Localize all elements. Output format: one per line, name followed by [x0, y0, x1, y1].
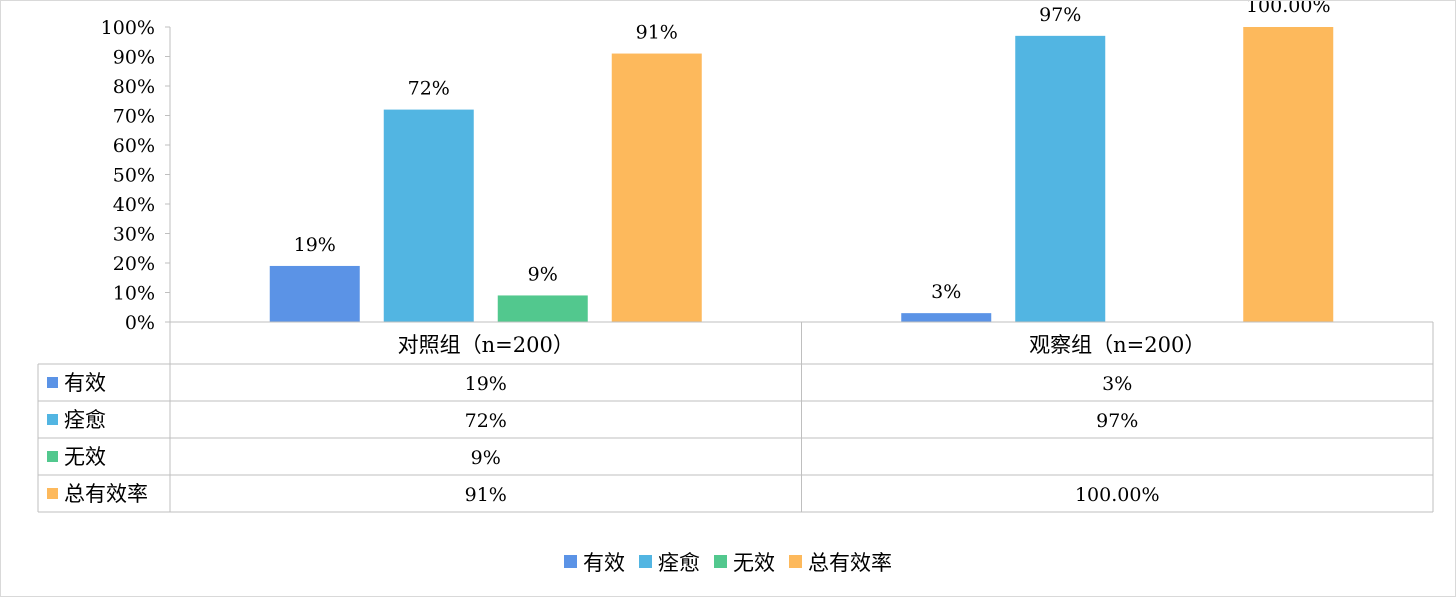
data-label: 100.00%: [1246, 1, 1331, 17]
table-row-label: 总有效率: [64, 482, 148, 506]
table-cell: 91%: [465, 484, 507, 506]
bar: [1015, 35, 1106, 322]
table-legend-key: [47, 488, 58, 499]
table-legend-key: [47, 377, 58, 388]
data-label: 72%: [408, 78, 450, 100]
legend-key: [789, 555, 802, 568]
data-labels: 19% 72% 9% 91% 3% 97% 100.00%: [294, 0, 1331, 303]
data-label: 3%: [931, 281, 961, 303]
legend-label: 有效: [583, 551, 625, 575]
table-legend-key: [47, 451, 58, 462]
legend-key: [639, 555, 652, 568]
y-tick-label: 60%: [113, 135, 155, 157]
table-cell: 9%: [471, 447, 501, 469]
y-axis: 0% 10% 20% 30% 40% 50% 60% 70% 80% 90% 100%: [101, 17, 171, 334]
table-row-label: 无效: [64, 445, 106, 469]
y-tick-label: 20%: [113, 253, 155, 275]
y-tick-label: 100%: [101, 17, 155, 39]
y-tick-label: 30%: [113, 224, 155, 246]
bar: [901, 313, 992, 322]
data-label: 9%: [528, 263, 558, 285]
legend-label: 总有效率: [808, 551, 892, 575]
data-label: 19%: [294, 234, 336, 256]
bar: [1243, 27, 1334, 322]
data-table: 对照组（n=200） 观察组（n=200） 有效 19% 3% 痊愈 72% 97% 无效 9% 总…: [37, 321, 1434, 513]
legend-label: 无效: [733, 551, 775, 575]
table-cell: 3%: [1102, 373, 1132, 395]
data-label: 91%: [636, 22, 678, 44]
bar: [269, 265, 360, 322]
y-tick-label: 90%: [113, 47, 155, 69]
table-header: 观察组（n=200）: [1029, 333, 1205, 357]
y-tick-label: 10%: [113, 283, 155, 305]
bar: [383, 109, 474, 322]
legend: 有效 痊愈 无效 总有效率: [564, 551, 892, 575]
y-tick-label: 80%: [113, 76, 155, 98]
table-cell: 97%: [1096, 410, 1138, 432]
data-label: 97%: [1039, 4, 1081, 26]
y-tick-label: 70%: [113, 106, 155, 128]
table-header: 对照组（n=200）: [398, 333, 574, 357]
bars: [269, 27, 1334, 323]
y-tick-label: 40%: [113, 194, 155, 216]
table-row-label: 有效: [64, 371, 106, 395]
bar: [611, 53, 702, 323]
legend-key: [714, 555, 727, 568]
legend-label: 痊愈: [658, 551, 700, 575]
legend-key: [564, 555, 577, 568]
table-cell: 100.00%: [1075, 484, 1160, 506]
table-row-label: 痊愈: [64, 408, 106, 432]
y-tick-label: 50%: [113, 165, 155, 187]
bar: [497, 295, 588, 322]
table-cell: 72%: [465, 410, 507, 432]
table-cell: 19%: [465, 373, 507, 395]
y-tick-label: 0%: [125, 312, 155, 334]
table-legend-key: [47, 414, 58, 425]
